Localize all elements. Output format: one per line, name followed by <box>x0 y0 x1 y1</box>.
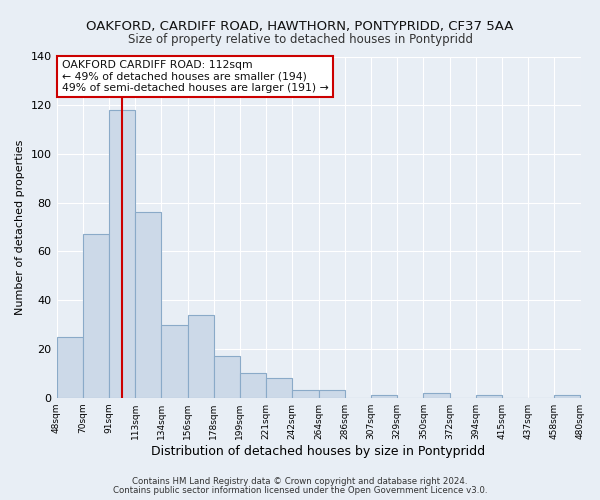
Bar <box>292 390 319 398</box>
Bar <box>554 396 580 398</box>
Bar <box>188 315 214 398</box>
Text: Size of property relative to detached houses in Pontypridd: Size of property relative to detached ho… <box>128 32 473 46</box>
X-axis label: Distribution of detached houses by size in Pontypridd: Distribution of detached houses by size … <box>151 444 485 458</box>
Bar <box>83 234 109 398</box>
Bar <box>319 390 345 398</box>
Bar <box>476 396 502 398</box>
Bar <box>371 396 397 398</box>
Bar <box>56 337 83 398</box>
Bar <box>109 110 135 398</box>
Bar <box>161 324 188 398</box>
Bar <box>240 374 266 398</box>
Bar <box>135 212 161 398</box>
Text: OAKFORD, CARDIFF ROAD, HAWTHORN, PONTYPRIDD, CF37 5AA: OAKFORD, CARDIFF ROAD, HAWTHORN, PONTYPR… <box>86 20 514 33</box>
Bar <box>424 393 449 398</box>
Bar <box>266 378 292 398</box>
Text: Contains public sector information licensed under the Open Government Licence v3: Contains public sector information licen… <box>113 486 487 495</box>
Text: OAKFORD CARDIFF ROAD: 112sqm
← 49% of detached houses are smaller (194)
49% of s: OAKFORD CARDIFF ROAD: 112sqm ← 49% of de… <box>62 60 329 93</box>
Text: Contains HM Land Registry data © Crown copyright and database right 2024.: Contains HM Land Registry data © Crown c… <box>132 477 468 486</box>
Y-axis label: Number of detached properties: Number of detached properties <box>15 140 25 315</box>
Bar <box>214 356 240 398</box>
